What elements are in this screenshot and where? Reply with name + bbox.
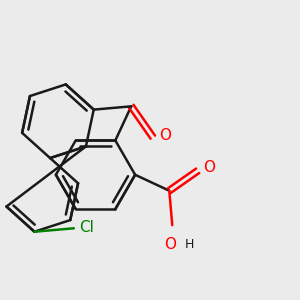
Text: O: O [204, 160, 216, 175]
Text: O: O [159, 128, 171, 143]
Text: O: O [164, 237, 176, 252]
Text: H: H [185, 238, 194, 251]
Text: Cl: Cl [79, 220, 94, 235]
